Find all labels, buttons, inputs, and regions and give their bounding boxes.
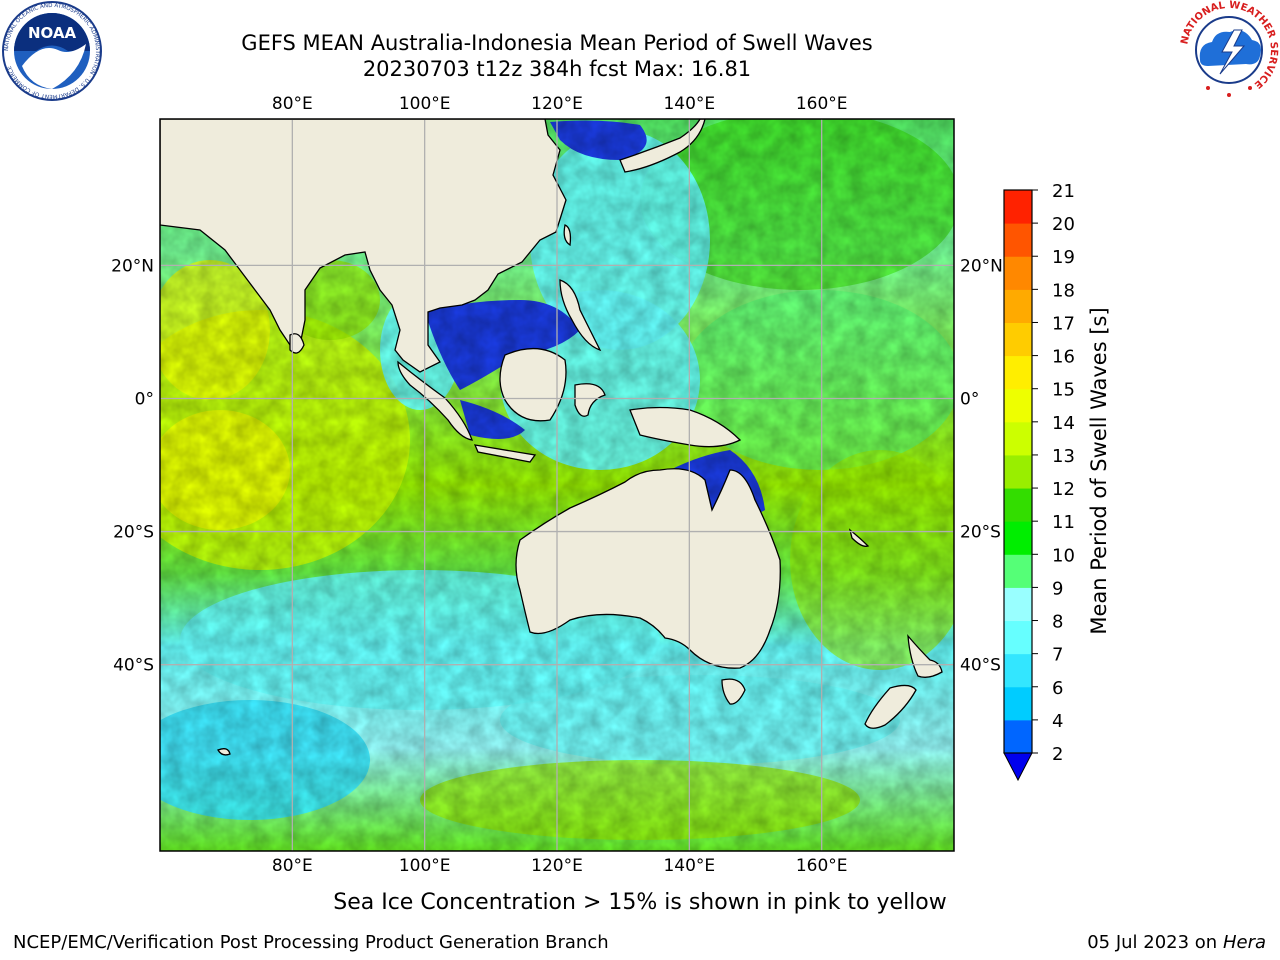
colorbar-tick-label: 2 xyxy=(1052,744,1063,765)
right-lat-label: 20°S xyxy=(960,523,1001,543)
top-lon-label: 120°E xyxy=(531,94,583,114)
graticule xyxy=(160,119,954,851)
colorbar-tick-label: 8 xyxy=(1052,612,1063,633)
bottom-lon-label: 140°E xyxy=(663,856,715,876)
colorbar-swatch xyxy=(1004,620,1032,655)
top-lon-label: 100°E xyxy=(399,94,451,114)
colorbar-tick-label: 12 xyxy=(1052,479,1075,500)
colorbar-extend-arrow xyxy=(1003,752,1033,782)
right-lat-label: 20°N xyxy=(960,256,1003,276)
left-lat-label: 40°S xyxy=(113,656,154,676)
chart-subtitle: 20230703 t12z 384h fcst Max: 16.81 xyxy=(362,57,752,81)
left-lat-label: 0° xyxy=(135,389,154,409)
colorbar: 2 4 6 7 8 9 10 11 12 13 14 15 16 17 18 19 20 21 xyxy=(1003,181,1075,782)
colorbar-tick-label: 4 xyxy=(1052,711,1063,732)
colorbar-tick-label: 15 xyxy=(1052,380,1075,401)
top-lon-labels: 80°E 100°E 120°E 140°E 160°E xyxy=(272,94,848,114)
top-lon-label: 80°E xyxy=(272,94,313,114)
colorbar-tick-label: 6 xyxy=(1052,678,1063,699)
colorbar-tick-label: 21 xyxy=(1052,181,1075,202)
colorbar-tick-label: 13 xyxy=(1052,446,1075,467)
colorbar-tick-label: 14 xyxy=(1052,413,1075,434)
left-lat-label: 20°S xyxy=(113,523,154,543)
noaa-logo-text: NOAA xyxy=(28,24,77,42)
colorbar-swatch xyxy=(1004,223,1032,257)
colorbar-frame xyxy=(1003,189,1033,754)
footer-date: 05 Jul 2023 on Hera xyxy=(1087,932,1266,953)
footer-host: Hera xyxy=(1222,932,1266,953)
colorbar-swatch xyxy=(1004,587,1032,622)
bottom-lon-label: 80°E xyxy=(272,856,313,876)
map-frame xyxy=(159,118,955,852)
colorbar-swatch xyxy=(1004,421,1032,456)
right-lat-label: 40°S xyxy=(960,656,1001,676)
colorbar-swatch xyxy=(1004,653,1032,688)
footer-date-text: 05 Jul 2023 on xyxy=(1087,932,1223,953)
right-lat-label: 0° xyxy=(960,389,979,409)
colorbar-swatch xyxy=(1004,256,1032,290)
sea-ice-caption: Sea Ice Concentration > 15% is shown in … xyxy=(333,890,947,915)
bottom-lon-label: 120°E xyxy=(531,856,583,876)
colorbar-tick-label: 7 xyxy=(1052,645,1063,666)
bottom-lon-label: 100°E xyxy=(399,856,451,876)
colorbar-swatch xyxy=(1004,289,1032,323)
colorbar-tick-label: 16 xyxy=(1052,347,1075,368)
bottom-lon-labels: 80°E 100°E 120°E 140°E 160°E xyxy=(272,856,848,876)
left-lat-label: 20°N xyxy=(111,256,154,276)
colorbar-swatch xyxy=(1004,554,1032,588)
colorbar-tick-label: 10 xyxy=(1052,545,1075,566)
chart-title: GEFS MEAN Australia-Indonesia Mean Perio… xyxy=(241,31,873,55)
top-lon-label: 160°E xyxy=(796,94,848,114)
left-lat-labels: 20°N 0° 20°S 40°S xyxy=(111,256,154,675)
colorbar-swatch xyxy=(1004,190,1032,224)
swell-period-field xyxy=(160,119,954,851)
colorbar-swatch xyxy=(1004,719,1032,754)
bottom-lon-label: 160°E xyxy=(796,856,848,876)
colorbar-tick-label: 17 xyxy=(1052,313,1075,334)
colorbar-swatch xyxy=(1004,355,1032,390)
colorbar-swatch xyxy=(1004,322,1032,357)
colorbar-tick-label: 19 xyxy=(1052,247,1075,268)
colorbar-tick-label: 18 xyxy=(1052,280,1075,301)
nws-logo: NATIONAL WEATHER SERVICE xyxy=(1179,0,1279,98)
colorbar-label: Mean Period of Swell Waves [s] xyxy=(1087,307,1111,634)
colorbar-tick-label: 11 xyxy=(1052,512,1075,533)
noaa-logo: NATIONAL OCEANIC AND ATMOSPHERIC ADMINIS… xyxy=(2,1,102,101)
colorbar-swatch xyxy=(1004,454,1032,489)
colorbar-tick-label: 20 xyxy=(1052,214,1075,235)
right-lat-labels: 20°N 0° 20°S 40°S xyxy=(960,256,1003,675)
top-lon-label: 140°E xyxy=(663,94,715,114)
colorbar-swatch xyxy=(1004,488,1032,522)
colorbar-swatch xyxy=(1004,388,1032,423)
footer-branch: NCEP/EMC/Verification Post Processing Pr… xyxy=(13,932,609,953)
land-masses xyxy=(160,119,943,756)
colorbar-swatch xyxy=(1004,686,1032,721)
colorbar-swatch xyxy=(1004,521,1032,555)
colorbar-tick-label: 9 xyxy=(1052,578,1063,599)
